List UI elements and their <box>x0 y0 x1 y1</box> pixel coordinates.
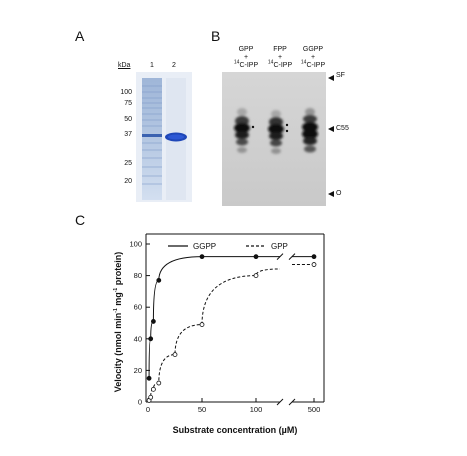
data-point-gpp <box>253 273 259 279</box>
data-point-ggpp <box>146 375 152 381</box>
lane-b3-substrate: C-IPP <box>306 62 326 69</box>
lane-b3-top: GGPP <box>302 46 324 53</box>
chart-axes: 0 20 40 60 80 100 0 50 100 500 <box>129 233 325 414</box>
tlc-arrow-markers <box>328 75 334 197</box>
y-axis-label-mid: mg <box>113 292 123 309</box>
x-tick-label: 0 <box>146 405 150 414</box>
x-tick-label: 500 <box>308 405 321 414</box>
origin-label: O <box>336 190 342 197</box>
tlc-autoradiogram <box>222 72 326 206</box>
lane-label-1: 1 <box>150 62 154 69</box>
lane-b1-plus: + <box>243 54 249 61</box>
data-point-ggpp <box>311 254 317 260</box>
panel-a-letter: A <box>75 28 85 44</box>
origin-arrow-icon <box>328 191 334 197</box>
y-axis-label-end: protein) <box>113 251 123 288</box>
lane-b2-sup: 14 <box>267 59 274 66</box>
c55-arrow-icon <box>328 126 334 132</box>
lane-b3-bottom: 14C-IPP <box>293 59 333 70</box>
data-point-ggpp <box>253 254 259 260</box>
data-point-gpp <box>311 262 317 267</box>
marker-75: 75 <box>124 100 132 107</box>
lane-b2-bottom: 14C-IPP <box>260 59 300 70</box>
data-point-gpp <box>156 380 162 386</box>
data-point-ggpp <box>150 319 156 324</box>
lane-label-2: 2 <box>172 62 176 69</box>
lane-b1-substrate: C-IPP <box>239 62 259 69</box>
y-axis-label-sup1: -1 <box>113 308 119 313</box>
y-axis-label-main: Velocity (nmol min <box>113 312 123 393</box>
legend-label-gpp: GPP <box>271 242 288 251</box>
y-tick-label: 20 <box>134 366 142 375</box>
sf-label: SF <box>336 72 345 79</box>
data-point-ggpp <box>199 254 205 260</box>
lane-b1-sup: 14 <box>233 59 240 66</box>
c55-label: C55 <box>336 125 349 132</box>
kda-label: kDa <box>118 62 131 69</box>
legend-label-ggpp: GGPP <box>193 242 216 251</box>
lane-b2-top: FPP <box>273 46 287 53</box>
data-point-ggpp <box>148 336 154 342</box>
data-point-gpp <box>199 322 205 327</box>
marker-50: 50 <box>124 116 132 123</box>
chart-legend: GGPP GPP <box>168 242 288 251</box>
panel-c-letter: C <box>75 212 86 228</box>
marker-20: 20 <box>124 178 132 185</box>
lane-b1-bottom: 14C-IPP <box>226 59 266 70</box>
y-tick-label: 40 <box>134 334 142 343</box>
sf-arrow-icon <box>328 75 334 81</box>
lane-b1-top: GPP <box>238 46 254 53</box>
lane-b2-plus: + <box>277 54 283 61</box>
sds-page-gel <box>136 72 192 202</box>
panel-b-letter: B <box>211 28 221 44</box>
marker-100: 100 <box>120 89 132 96</box>
series-line-ggpp <box>148 256 280 379</box>
spot-marker-dot <box>251 125 255 129</box>
y-tick-label: 80 <box>134 271 142 280</box>
x-axis-break-mark <box>288 398 296 406</box>
lane-b3-plus: + <box>310 54 316 61</box>
spot-marker-dot <box>285 123 289 127</box>
marker-25: 25 <box>124 160 132 167</box>
y-tick-label: 0 <box>138 398 142 407</box>
x-tick-label: 100 <box>250 405 263 414</box>
lane-1-main-band <box>142 134 162 137</box>
spot-marker-dot <box>285 129 289 133</box>
y-tick-label: 100 <box>129 240 142 249</box>
series-line-gpp <box>148 268 281 401</box>
data-point-gpp <box>150 386 156 392</box>
x-axis-label: Substrate concentration (µM) <box>172 425 298 435</box>
data-point-gpp <box>148 394 154 400</box>
x-axis-break-mark <box>276 398 284 406</box>
lane-1 <box>142 78 162 200</box>
y-axis-label-sup2: -1 <box>113 287 119 293</box>
chart-series <box>146 254 317 403</box>
x-tick-label: 50 <box>198 405 206 414</box>
y-axis-label: Velocity (nmol min-1 mg-1 protein) <box>113 227 123 417</box>
y-tick-label: 60 <box>134 303 142 312</box>
lane-b2-substrate: C-IPP <box>273 62 293 69</box>
data-point-ggpp <box>156 277 162 283</box>
data-point-gpp <box>172 352 178 358</box>
marker-37: 37 <box>124 131 132 138</box>
lane-b3-sup: 14 <box>300 59 307 66</box>
